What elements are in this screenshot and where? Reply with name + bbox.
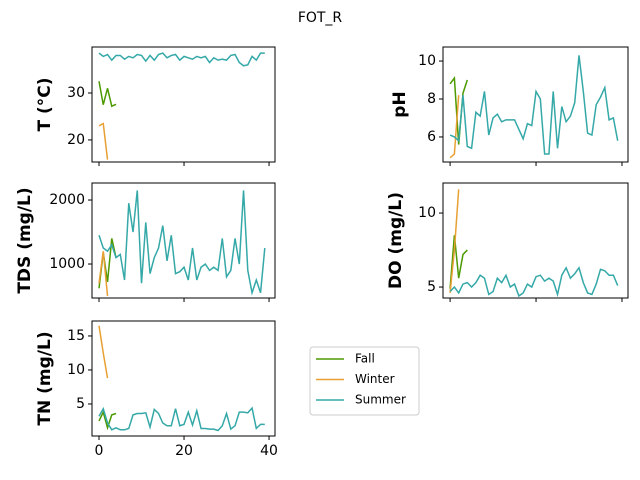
y-tick-label: 10 — [418, 205, 436, 221]
series-line — [98, 325, 109, 379]
y-axis-label: T (°C) — [35, 77, 55, 131]
series-line — [98, 81, 117, 108]
legend-label: Fall — [355, 352, 375, 366]
series-line — [98, 52, 265, 67]
legend-box — [309, 346, 420, 416]
y-tick-label: 10 — [418, 53, 436, 69]
y-tick-label: 1000 — [49, 256, 85, 272]
y-tick-label: 10 — [67, 362, 85, 378]
series-line — [98, 251, 109, 297]
x-tick-label: 20 — [175, 443, 193, 459]
y-axis-label: TDS (mg/L) — [15, 187, 35, 293]
series-line — [449, 76, 468, 145]
axes-frame — [442, 182, 629, 299]
legend-label: Winter — [355, 372, 395, 386]
figure-title: FOT_R — [298, 10, 343, 26]
y-tick-label: 6 — [427, 129, 436, 145]
axes-frame — [91, 182, 276, 299]
y-tick-label: 15 — [67, 328, 85, 344]
x-tick-label: 0 — [95, 443, 104, 459]
y-tick-label: 5 — [76, 396, 85, 412]
x-tick-label: 40 — [260, 443, 278, 459]
y-tick-label: 5 — [427, 279, 436, 295]
series-line — [98, 406, 265, 432]
y-tick-label: 2000 — [49, 192, 85, 208]
series-line — [449, 266, 619, 298]
series-line — [98, 409, 117, 431]
axes-frame — [91, 320, 276, 437]
y-tick-label: 30 — [67, 85, 85, 101]
series-line — [98, 190, 266, 296]
y-axis-label: DO (mg/L) — [386, 192, 406, 289]
axes-frame — [442, 46, 629, 163]
y-axis-label: pH — [390, 91, 410, 117]
series-line — [449, 95, 460, 159]
series-line — [449, 235, 468, 289]
series-line — [449, 189, 460, 294]
series-line — [98, 122, 109, 160]
axes-frame — [91, 46, 276, 163]
series-line — [449, 55, 619, 155]
y-tick-label: 20 — [67, 132, 85, 148]
legend-label: Summer — [355, 393, 406, 407]
y-axis-label: TN (mg/L) — [35, 331, 55, 425]
y-tick-label: 8 — [427, 91, 436, 107]
